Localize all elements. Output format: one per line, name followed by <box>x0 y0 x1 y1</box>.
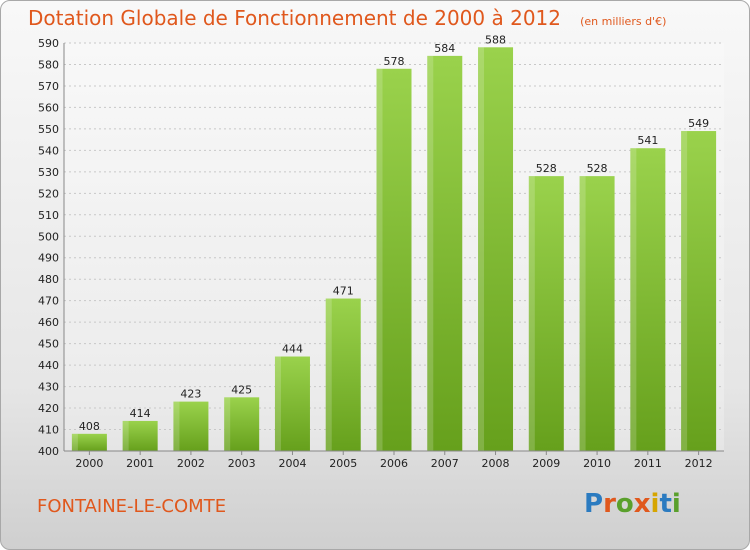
bar-highlight <box>274 356 281 451</box>
y-tick-label: 540 <box>38 144 59 157</box>
y-tick-label: 560 <box>38 101 59 114</box>
x-tick-label: 2008 <box>482 457 510 470</box>
bar-highlight <box>376 68 383 451</box>
x-tick-label: 2003 <box>228 457 256 470</box>
bar-2005 <box>325 298 361 451</box>
y-tick-label: 570 <box>38 80 59 93</box>
x-tick-label: 2004 <box>278 457 306 470</box>
bar-highlight <box>325 298 332 451</box>
y-tick-label: 450 <box>38 338 59 351</box>
bar-2001 <box>122 420 158 451</box>
bar-2006 <box>376 68 412 451</box>
x-tick-label: 2006 <box>380 457 408 470</box>
logo-letter: i <box>650 489 660 519</box>
logo-letter: P <box>584 489 604 519</box>
x-axis-ticks: 2000 2001 2002 2003 2004 2005 2006 2007 2008 2009… <box>75 451 713 470</box>
x-tick-label: 2010 <box>583 457 611 470</box>
bar-highlight <box>681 131 688 451</box>
value-label: 408 <box>79 420 100 433</box>
bar-2002 <box>173 401 209 451</box>
y-axis-ticks: 400 410 420 430 440 450 460 470 480 490 500 510 520 5… <box>38 37 59 458</box>
y-tick-label: 490 <box>38 252 59 265</box>
value-label: 578 <box>384 55 405 68</box>
bar-2012 <box>681 131 717 451</box>
bar-highlight <box>579 176 586 451</box>
bar-highlight <box>173 401 180 451</box>
bar-2003 <box>224 397 260 451</box>
x-tick-label: 2001 <box>126 457 154 470</box>
logo-letter: t <box>659 489 672 519</box>
value-label: 444 <box>282 343 303 356</box>
x-tick-label: 2009 <box>532 457 560 470</box>
bar-2000 <box>71 433 107 451</box>
y-tick-label: 420 <box>38 402 59 415</box>
bar-2008 <box>478 47 514 451</box>
bar-2010 <box>579 176 615 451</box>
y-tick-label: 510 <box>38 209 59 222</box>
proxiti-logo: Proxiti <box>584 489 681 519</box>
value-label: 584 <box>434 42 455 55</box>
value-label: 414 <box>130 407 151 420</box>
bar-highlight <box>528 176 535 451</box>
value-labels: 408 414 423 425 444 471 578 584 588 528 528 541 549 <box>79 33 709 433</box>
y-tick-label: 530 <box>38 166 59 179</box>
y-tick-label: 520 <box>38 187 59 200</box>
bar-highlight <box>224 397 231 451</box>
chart-title: Dotation Globale de Fonctionnement de 20… <box>28 6 561 30</box>
bar-2004 <box>274 356 310 451</box>
value-label: 549 <box>688 117 709 130</box>
logo-letter: i <box>671 489 681 519</box>
value-label: 541 <box>637 134 658 147</box>
value-label: 528 <box>587 162 608 175</box>
value-label: 588 <box>485 33 506 46</box>
y-tick-label: 500 <box>38 230 59 243</box>
x-tick-label: 2007 <box>431 457 459 470</box>
bar-2011 <box>630 148 666 451</box>
bar-2009 <box>528 176 564 451</box>
bar-2007 <box>427 55 463 451</box>
x-tick-label: 2002 <box>177 457 205 470</box>
bar-highlight <box>427 55 434 451</box>
logo-letter: o <box>615 489 634 519</box>
bar-highlight <box>478 47 485 451</box>
value-label: 471 <box>333 285 354 298</box>
chart-title-block: Dotation Globale de Fonctionnement de 20… <box>28 6 666 30</box>
x-tick-label: 2011 <box>634 457 662 470</box>
y-tick-label: 430 <box>38 381 59 394</box>
x-tick-label: 2005 <box>329 457 357 470</box>
y-tick-label: 580 <box>38 58 59 71</box>
y-tick-label: 440 <box>38 359 59 372</box>
bar-highlight <box>71 433 78 451</box>
x-tick-label: 2000 <box>75 457 103 470</box>
town-name: FONTAINE-LE-COMTE <box>37 496 227 517</box>
y-tick-label: 460 <box>38 316 59 329</box>
bar-highlight <box>630 148 637 451</box>
y-tick-label: 470 <box>38 295 59 308</box>
unit-note: (en milliers d'€) <box>580 15 667 28</box>
y-tick-label: 480 <box>38 273 59 286</box>
bar-highlight <box>122 420 129 451</box>
value-label: 425 <box>231 383 252 396</box>
x-tick-label: 2012 <box>685 457 713 470</box>
logo-letter: r <box>603 489 616 519</box>
y-tick-label: 590 <box>38 37 59 50</box>
value-label: 423 <box>180 388 201 401</box>
y-tick-label: 400 <box>38 445 59 458</box>
bars <box>71 47 717 451</box>
y-tick-label: 550 <box>38 123 59 136</box>
value-label: 528 <box>536 162 557 175</box>
logo-letter: x <box>633 489 651 519</box>
y-tick-label: 410 <box>38 424 59 437</box>
